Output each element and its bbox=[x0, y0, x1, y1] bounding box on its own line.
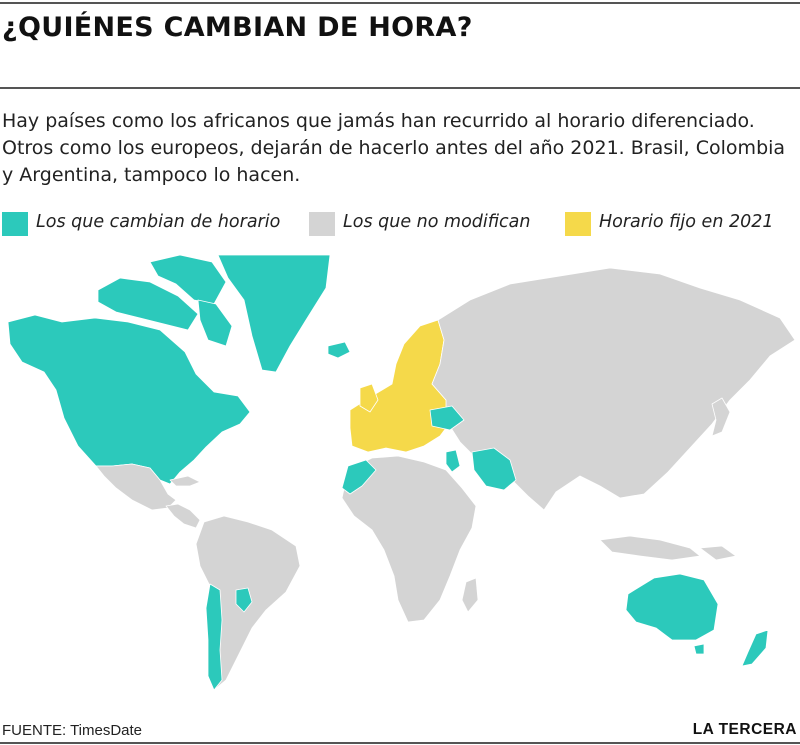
region-australia bbox=[625, 573, 719, 641]
region-chile bbox=[205, 583, 223, 691]
region-madagascar bbox=[461, 577, 479, 613]
headline: ¿QUIÉNES CAMBIAN DE HORA? bbox=[2, 12, 473, 43]
region-new-zealand bbox=[741, 629, 769, 667]
legend-swatch-none bbox=[309, 212, 335, 236]
map-countries bbox=[7, 254, 796, 691]
region-britain bbox=[359, 383, 379, 413]
top-rule bbox=[0, 2, 800, 4]
legend-label-none: Los que no modifican bbox=[343, 212, 531, 232]
region-papua bbox=[699, 545, 737, 561]
region-iran bbox=[471, 447, 517, 491]
region-morocco bbox=[341, 459, 377, 495]
region-levant bbox=[445, 449, 461, 473]
region-tasmania bbox=[693, 643, 705, 655]
region-indonesia bbox=[599, 535, 701, 561]
region-canadian-arctic bbox=[97, 277, 199, 331]
bottom-rule bbox=[0, 742, 800, 744]
region-north-america bbox=[7, 314, 251, 485]
world-map bbox=[7, 254, 796, 691]
region-ukraine bbox=[429, 405, 465, 431]
legend-swatch-dst bbox=[2, 212, 28, 236]
region-mexico bbox=[95, 463, 177, 511]
region-japan bbox=[711, 397, 731, 437]
region-cuba bbox=[169, 475, 201, 487]
region-central-america bbox=[165, 503, 201, 529]
region-greenland bbox=[217, 254, 331, 373]
legend-label-fixed: Horario fijo en 2021 bbox=[599, 212, 774, 232]
legend-swatch-fixed bbox=[565, 212, 591, 236]
region-iceland bbox=[327, 341, 351, 359]
region-baffin bbox=[197, 299, 233, 347]
brand-logo: LA TERCERA bbox=[692, 721, 797, 738]
region-paraguay bbox=[235, 587, 253, 613]
legend-label-dst: Los que cambian de horario bbox=[36, 212, 281, 232]
title-divider bbox=[0, 87, 800, 89]
source-credit: FUENTE: TimesDate bbox=[2, 722, 143, 739]
region-africa bbox=[341, 455, 477, 623]
intro-text: Hay países como los africanos que jamás … bbox=[2, 110, 786, 186]
